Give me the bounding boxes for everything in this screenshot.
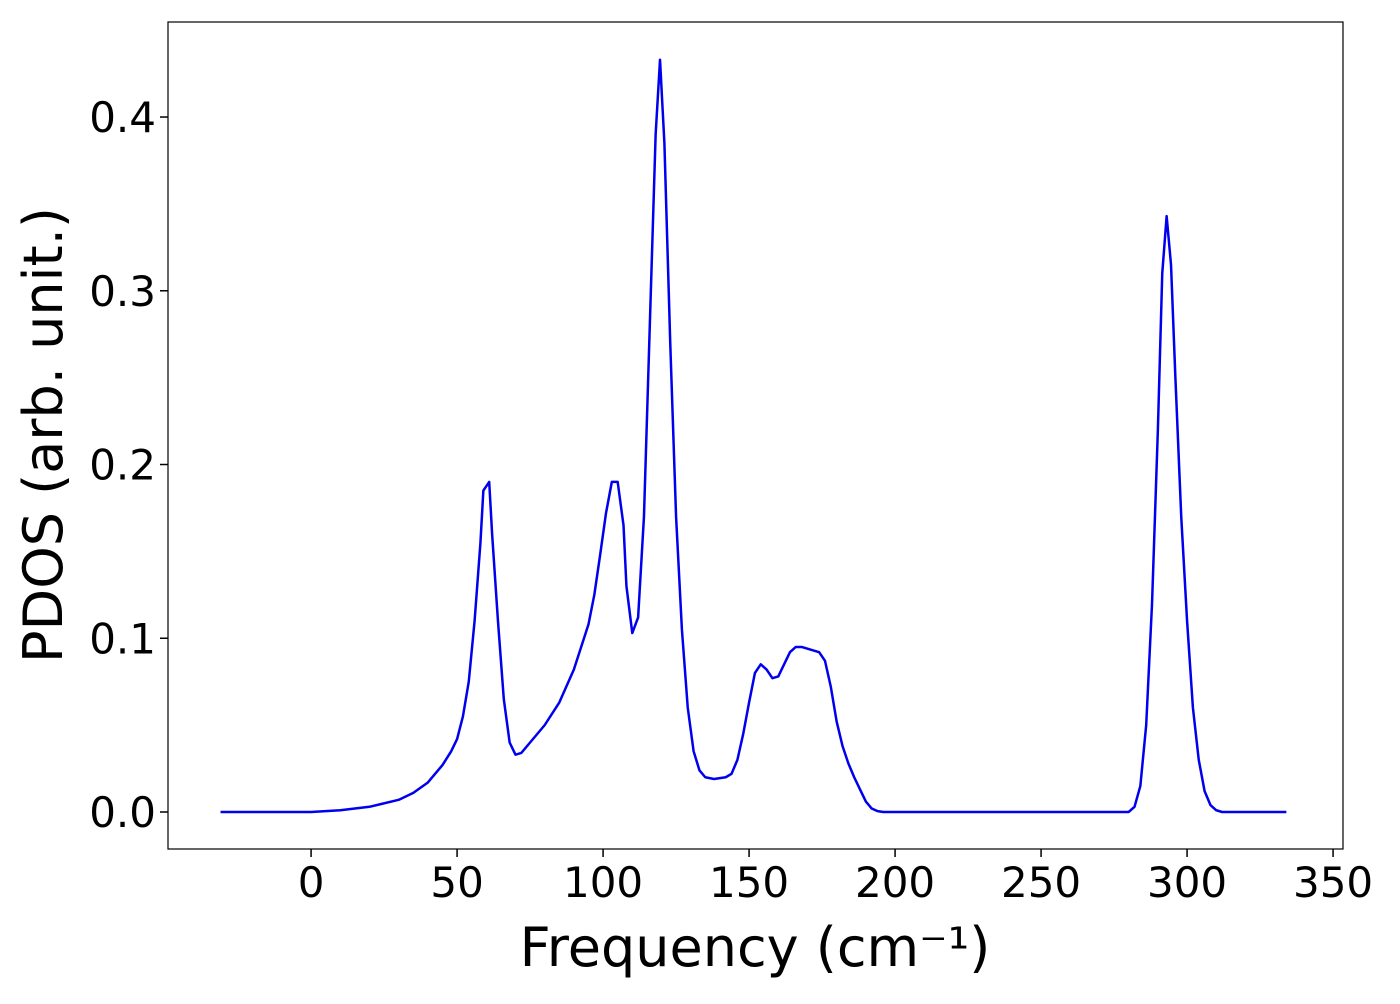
y-tick-label: 0.2 (89, 441, 156, 490)
x-axis-label: Frequency (cm⁻¹) (520, 916, 991, 979)
x-tick-label: 0 (298, 858, 325, 907)
x-tick-label: 300 (1147, 858, 1227, 907)
pdos-line (220, 58, 1287, 814)
x-tick-label: 100 (563, 858, 643, 907)
plot-frame (167, 21, 1344, 850)
y-tick-label: 0.4 (89, 93, 156, 142)
y-tick-label: 0.3 (89, 267, 156, 316)
x-tick-label: 50 (430, 858, 483, 907)
x-tick-label: 250 (1001, 858, 1081, 907)
y-tick-label: 0.1 (89, 614, 156, 663)
x-tick-label: 350 (1293, 858, 1373, 907)
y-tick-label: 0.0 (89, 788, 156, 837)
y-axis-label: PDOS (arb. unit.) (12, 207, 75, 663)
x-tick-label: 150 (709, 858, 789, 907)
x-tick-label: 200 (855, 858, 935, 907)
